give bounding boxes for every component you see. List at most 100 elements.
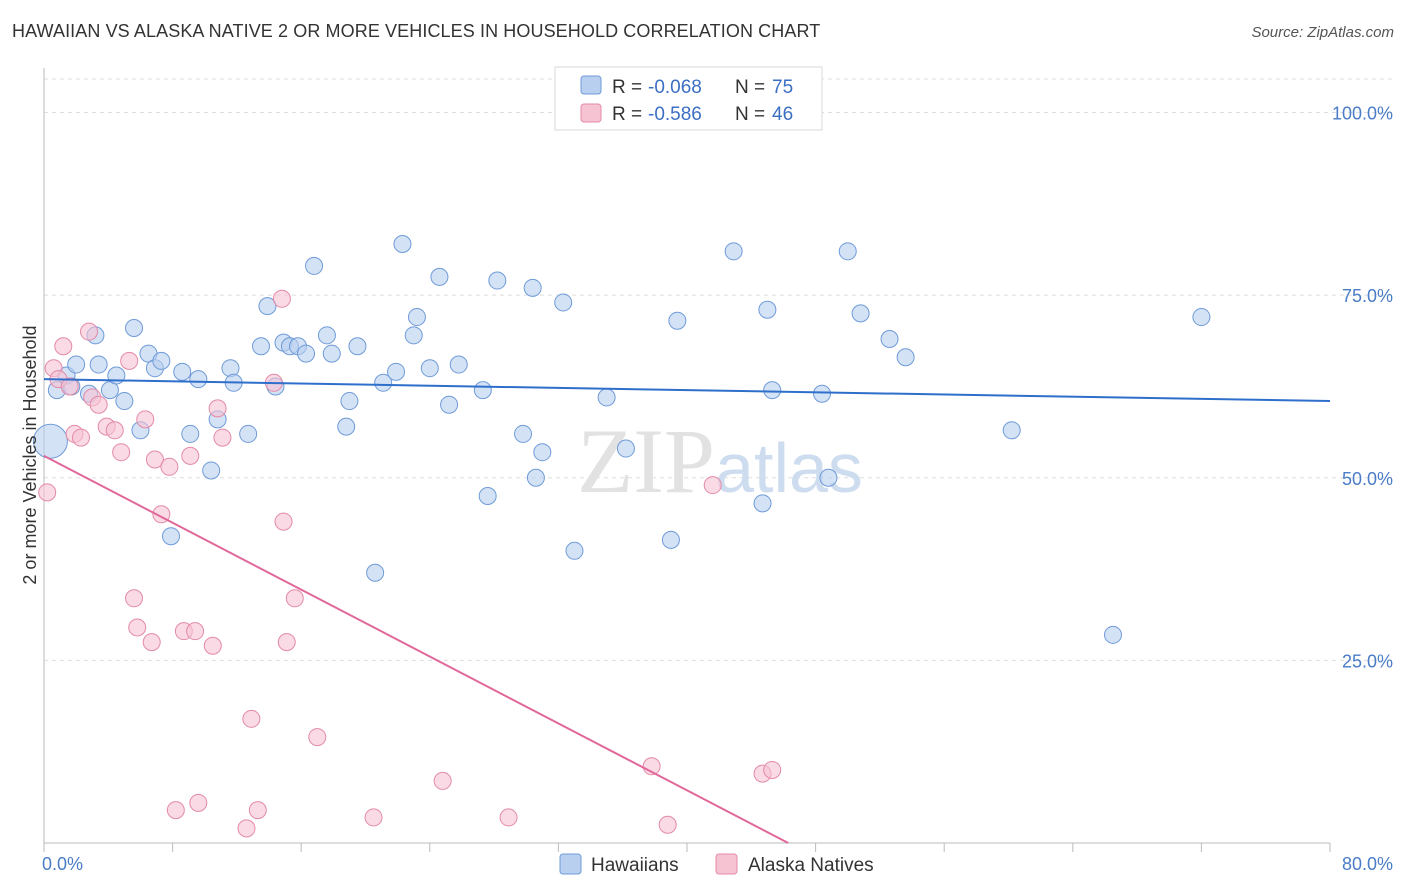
hawaiian-point xyxy=(724,242,743,261)
hawaiian-point xyxy=(851,304,870,323)
bottom-legend-label-alaska-natives: Alaska Natives xyxy=(748,855,874,876)
hawaiian-point xyxy=(616,439,635,458)
hawaiian-point xyxy=(322,344,341,363)
legend-r-label: R = xyxy=(612,104,642,125)
hawaiian-point xyxy=(813,384,832,403)
alaska-native-point xyxy=(89,395,108,414)
alaska-native-point xyxy=(142,633,161,652)
alaska-native-point xyxy=(189,793,208,812)
hawaiian-point xyxy=(1002,421,1021,440)
y-axis-label: 2 or more Vehicles in Household xyxy=(20,325,40,584)
hawaiian-trend-line xyxy=(43,378,1331,403)
alaska-native-trend-line xyxy=(43,454,789,844)
alaska-native-point xyxy=(277,633,296,652)
hawaiian-point xyxy=(252,337,271,356)
alaska-native-point xyxy=(208,399,227,418)
watermark: ZIPatlas xyxy=(577,410,863,512)
alaska-native-point xyxy=(703,476,722,495)
y-tick-label: 50.0% xyxy=(1342,469,1393,489)
hawaiian-point xyxy=(763,381,782,400)
hawaiian-point xyxy=(526,468,545,487)
alaska-native-point xyxy=(160,457,179,476)
alaska-native-point xyxy=(125,589,144,608)
legend-n-label: N = xyxy=(735,77,765,98)
alaska-native-point xyxy=(60,377,79,396)
legend: R = -0.068 N = 75 R = -0.586 N = 46 xyxy=(554,66,823,131)
alaska-native-point xyxy=(364,808,383,827)
hawaiian-point xyxy=(221,359,240,378)
hawaiian-point xyxy=(387,362,406,381)
points xyxy=(32,235,1211,838)
x-tick-label-min: 0.0% xyxy=(42,854,83,874)
hawaiian-point xyxy=(478,487,497,506)
legend-n-value: 75 xyxy=(772,77,793,98)
legend-r-value: -0.586 xyxy=(648,104,702,125)
alaska-native-point xyxy=(213,428,232,447)
y-tick-label: 100.0% xyxy=(1332,104,1393,124)
hawaiian-point xyxy=(181,424,200,443)
alaska-native-point xyxy=(308,728,327,747)
alaska-native-point xyxy=(54,337,73,356)
legend-n-label: N = xyxy=(735,104,765,125)
alaska-native-point xyxy=(242,709,261,728)
alaska-native-point xyxy=(181,446,200,465)
hawaiian-point xyxy=(430,267,449,286)
hawaiian-point xyxy=(758,300,777,319)
hawaiian-point xyxy=(239,424,258,443)
alaska-native-point xyxy=(105,421,124,440)
hawaiian-point xyxy=(523,278,542,297)
hawaiian-point xyxy=(753,494,772,513)
hawaiian-point xyxy=(838,242,857,261)
hawaiian-point xyxy=(317,326,336,345)
trend-lines xyxy=(43,378,1331,844)
hawaiian-point xyxy=(173,362,192,381)
hawaiian-point xyxy=(161,527,180,546)
hawaiian-point xyxy=(404,326,423,345)
hawaiian-point xyxy=(202,461,221,480)
hawaiian-point xyxy=(554,293,573,312)
watermark-zip: ZIP xyxy=(577,410,715,512)
alaska-native-point xyxy=(763,760,782,779)
hawaiian-point xyxy=(407,308,426,327)
alaska-native-point xyxy=(136,410,155,429)
hawaiian-point xyxy=(374,373,393,392)
hawaiian-point xyxy=(533,443,552,462)
y-tick-label: 25.0% xyxy=(1342,651,1393,671)
bottom-legend: Hawaiians Alaska Natives xyxy=(559,853,874,876)
alaska-native-point xyxy=(120,351,139,370)
alaska-native-point xyxy=(248,801,267,820)
hawaiian-point xyxy=(597,388,616,407)
hawaiian-point xyxy=(420,359,439,378)
hawaiian-point xyxy=(89,355,108,374)
hawaiian-point xyxy=(819,468,838,487)
hawaiian-point xyxy=(125,319,144,338)
y-tick-label: 75.0% xyxy=(1342,286,1393,306)
source-credit: Source: ZipAtlas.com xyxy=(1251,24,1394,41)
hawaiian-point xyxy=(488,271,507,290)
hawaiian-point xyxy=(189,370,208,389)
alaska-native-point xyxy=(145,450,164,469)
hawaiian-point xyxy=(366,563,385,582)
grid xyxy=(44,78,1394,661)
alaska-native-point xyxy=(237,819,256,838)
hawaiian-point xyxy=(880,329,899,348)
bottom-legend-swatch-hawaiians xyxy=(559,853,582,875)
alaska-native-point xyxy=(112,443,131,462)
hawaiian-point xyxy=(661,530,680,549)
watermark-atlas: atlas xyxy=(715,429,863,507)
hawaiian-point xyxy=(115,392,134,411)
hawaiian-point xyxy=(305,256,324,275)
hawaiian-point xyxy=(348,337,367,356)
hawaiian-point xyxy=(258,297,277,316)
alaska-native-point xyxy=(499,808,518,827)
legend-swatch-alaska-natives xyxy=(580,103,602,123)
hawaiian-point xyxy=(896,348,915,367)
hawaiian-point xyxy=(340,392,359,411)
hawaiian-point xyxy=(565,541,584,560)
legend-n-value: 46 xyxy=(772,104,793,125)
legend-swatch-hawaiians xyxy=(580,75,602,95)
hawaiian-point xyxy=(1192,308,1211,327)
hawaiian-point xyxy=(152,351,171,370)
alaska-native-point xyxy=(274,512,293,531)
alaska-native-point xyxy=(128,618,147,637)
